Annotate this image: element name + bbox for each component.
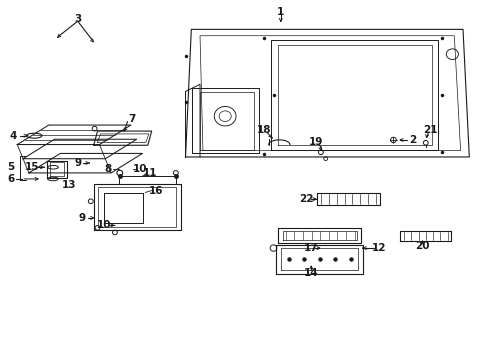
Text: 19: 19 bbox=[308, 137, 323, 147]
Text: 4: 4 bbox=[10, 131, 17, 141]
Text: 5: 5 bbox=[7, 162, 15, 172]
Text: 12: 12 bbox=[371, 243, 386, 253]
Text: 7: 7 bbox=[128, 114, 136, 124]
Text: 10: 10 bbox=[97, 220, 111, 230]
Text: 20: 20 bbox=[414, 240, 429, 251]
Text: 8: 8 bbox=[104, 164, 112, 174]
Text: 14: 14 bbox=[303, 268, 318, 278]
Text: 18: 18 bbox=[256, 125, 270, 135]
Text: 10: 10 bbox=[133, 164, 147, 174]
Text: 21: 21 bbox=[423, 125, 437, 135]
Text: 1: 1 bbox=[277, 6, 284, 17]
Text: 11: 11 bbox=[142, 168, 157, 178]
Text: 17: 17 bbox=[303, 243, 318, 253]
Text: 15: 15 bbox=[24, 162, 39, 172]
Text: 9: 9 bbox=[79, 213, 86, 223]
Text: 3: 3 bbox=[74, 14, 81, 24]
Text: 22: 22 bbox=[299, 194, 313, 204]
Text: 6: 6 bbox=[7, 174, 15, 184]
Text: 2: 2 bbox=[408, 135, 415, 145]
Text: 9: 9 bbox=[74, 158, 81, 168]
Text: 13: 13 bbox=[62, 180, 77, 190]
Text: 16: 16 bbox=[149, 186, 163, 196]
